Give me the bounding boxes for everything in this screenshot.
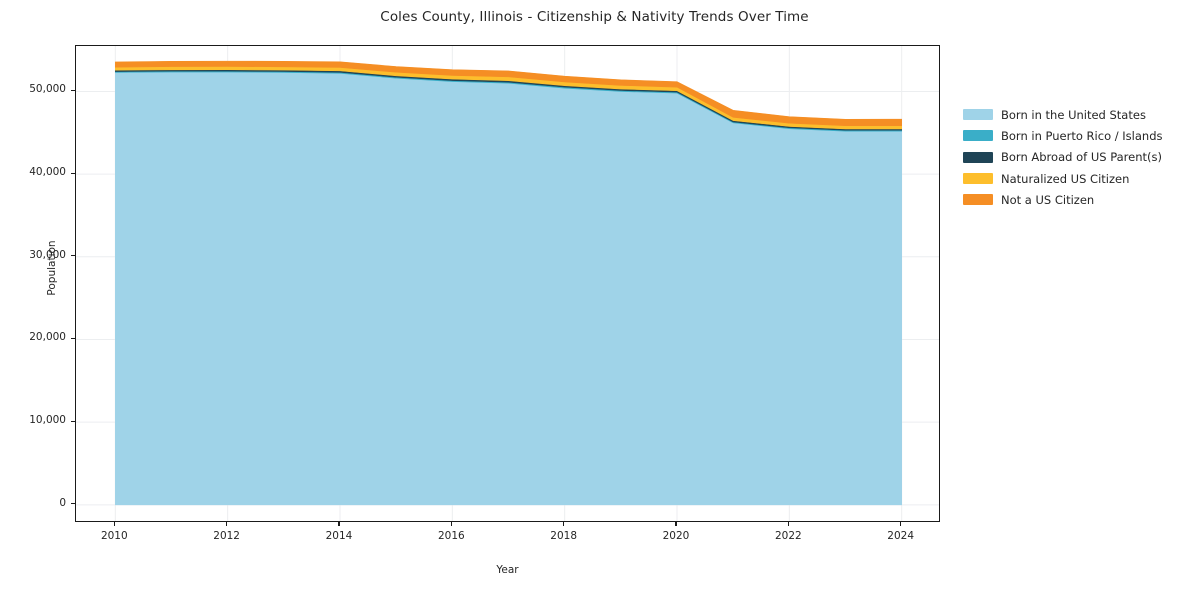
y-tick-label: 50,000 bbox=[29, 83, 66, 96]
y-tick-label: 10,000 bbox=[29, 414, 66, 427]
legend-item-label: Born Abroad of US Parent(s) bbox=[1001, 150, 1162, 165]
x-tick-label: 2012 bbox=[213, 530, 240, 542]
y-tick-label: 20,000 bbox=[29, 331, 66, 344]
y-tick-mark bbox=[71, 89, 75, 92]
legend-swatch-icon bbox=[963, 194, 993, 206]
x-tick-mark bbox=[900, 522, 902, 526]
x-tick-label: 2018 bbox=[550, 530, 578, 542]
y-tick-mark bbox=[71, 255, 75, 257]
legend-item-label: Naturalized US Citizen bbox=[1001, 171, 1130, 186]
y-tick-mark bbox=[71, 172, 75, 174]
x-tick-mark bbox=[675, 522, 677, 526]
x-tick-mark bbox=[338, 522, 340, 526]
x-tick-mark bbox=[563, 522, 565, 526]
y-axis-title: Population bbox=[46, 240, 58, 296]
legend-item[interactable]: Born in Puerto Rico / Islands bbox=[963, 125, 1181, 146]
y-tick-mark bbox=[71, 503, 75, 505]
legend-swatch-icon bbox=[963, 173, 993, 185]
x-tick-label: 2024 bbox=[887, 530, 915, 542]
legend-item[interactable]: Born in the United States bbox=[963, 104, 1181, 125]
legend-swatch-icon bbox=[963, 109, 993, 121]
chart-title: Coles County, Illinois - Citizenship & N… bbox=[380, 9, 809, 25]
area-series bbox=[115, 60, 902, 127]
legend-item-label: Not a US Citizen bbox=[1001, 192, 1095, 207]
x-tick-mark bbox=[226, 522, 228, 526]
legend-item[interactable]: Naturalized US Citizen bbox=[963, 168, 1181, 189]
x-tick-label: 2022 bbox=[774, 530, 802, 542]
x-tick-label: 2010 bbox=[100, 530, 128, 542]
legend-swatch-icon bbox=[963, 130, 993, 142]
x-tick-mark bbox=[113, 522, 115, 526]
plot-area bbox=[75, 45, 940, 522]
legend-item[interactable]: Born Abroad of US Parent(s) bbox=[963, 147, 1181, 168]
x-tick-mark bbox=[450, 522, 452, 526]
area-series bbox=[115, 71, 902, 506]
y-tick-label: 40,000 bbox=[29, 166, 66, 179]
x-tick-label: 2014 bbox=[325, 530, 353, 542]
stacked-area-plot bbox=[76, 46, 939, 521]
chart-legend: Born in the United States Born in Puerto … bbox=[963, 104, 1181, 210]
x-tick-label: 2016 bbox=[437, 530, 465, 542]
x-tick-mark bbox=[787, 522, 789, 526]
y-tick-label: 0 bbox=[59, 496, 66, 509]
y-tick-mark bbox=[71, 420, 75, 422]
y-tick-mark bbox=[71, 337, 75, 340]
legend-item-label: Born in Puerto Rico / Islands bbox=[1001, 128, 1163, 143]
x-tick-label: 2020 bbox=[662, 530, 690, 542]
y-tick-label: 30,000 bbox=[29, 248, 66, 261]
x-axis-title: Year bbox=[496, 564, 519, 576]
legend-item[interactable]: Not a US Citizen bbox=[963, 189, 1181, 210]
legend-swatch-icon bbox=[963, 151, 993, 163]
legend-item-label: Born in the United States bbox=[1001, 107, 1146, 122]
